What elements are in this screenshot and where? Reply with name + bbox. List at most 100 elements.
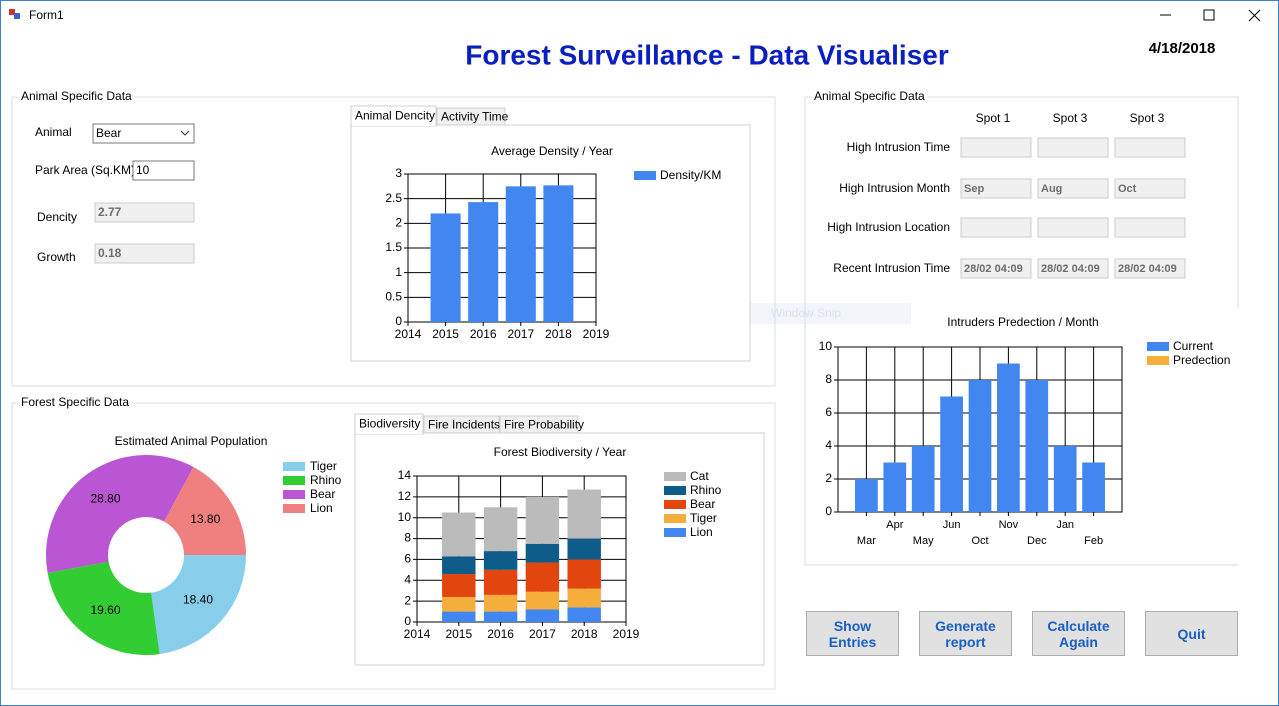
y-tick-label: 0.5 xyxy=(385,290,402,304)
column-header: Spot 1 xyxy=(976,111,1011,125)
text-box xyxy=(960,178,1032,199)
slice-label: 18.40 xyxy=(183,593,213,607)
x-tick-label: 2015 xyxy=(432,327,459,341)
button[interactable]: Quit xyxy=(1145,611,1238,656)
x-tick-label: 2017 xyxy=(507,327,534,341)
text-box xyxy=(960,258,1032,279)
bar xyxy=(1025,380,1049,512)
bar xyxy=(525,591,560,610)
tab-gap xyxy=(352,124,435,126)
bar xyxy=(883,462,907,512)
x-tick-label: Oct xyxy=(971,535,988,547)
cell-value: 28/02 04:09 xyxy=(1041,263,1100,275)
y-tick-label: 10 xyxy=(819,339,833,353)
field-value: Bear xyxy=(96,126,121,140)
tab-label: Animal Dencity xyxy=(355,109,435,123)
combo-box[interactable] xyxy=(92,123,195,144)
legend-swatch xyxy=(664,528,686,537)
pie-slice xyxy=(151,555,246,655)
close[interactable] xyxy=(1248,9,1261,22)
legend-swatch xyxy=(283,462,305,471)
legend-swatch xyxy=(664,500,686,509)
legend-swatch xyxy=(664,472,686,481)
x-tick-label: 2018 xyxy=(545,327,572,341)
tab-page xyxy=(354,432,765,666)
text-box xyxy=(1114,137,1186,158)
window-title: Form1 xyxy=(29,8,64,22)
column-header: Spot 3 xyxy=(1053,111,1088,125)
x-tick-label: 2016 xyxy=(470,327,497,341)
bar xyxy=(442,596,476,612)
text-box xyxy=(1037,137,1109,158)
pie-slice xyxy=(164,467,246,555)
x-tick-label: 2019 xyxy=(583,327,610,341)
bar xyxy=(483,551,518,570)
y-tick-label: 1 xyxy=(395,265,402,279)
button[interactable]: Show Entries xyxy=(806,611,899,656)
slice-label: 13.80 xyxy=(190,512,220,526)
y-tick-label: 0 xyxy=(395,314,402,328)
y-tick-label: 4 xyxy=(825,438,832,452)
y-tick-label: 0 xyxy=(404,614,411,628)
bar xyxy=(855,479,878,512)
x-tick-label: Mar xyxy=(857,535,876,547)
tab[interactable] xyxy=(436,107,506,126)
x-tick-label: 2018 xyxy=(571,627,598,641)
slice-label: 19.60 xyxy=(90,603,120,617)
plot-frame xyxy=(407,173,597,323)
y-tick-label: 12 xyxy=(398,489,412,503)
bar xyxy=(567,559,601,589)
bar xyxy=(525,496,560,544)
y-tick-label: 4 xyxy=(404,572,411,586)
tab[interactable] xyxy=(423,415,500,434)
y-tick-label: 14 xyxy=(398,468,412,482)
legend-label: Cat xyxy=(690,469,709,483)
chart-title: Estimated Animal Population xyxy=(115,434,268,448)
group-title: Animal Specific Data xyxy=(21,89,132,103)
legend-label: Tiger xyxy=(310,459,337,473)
maximize[interactable] xyxy=(1203,9,1215,21)
bar xyxy=(430,213,461,322)
bar xyxy=(483,507,518,552)
row-label: High Intrusion Time xyxy=(847,140,951,154)
x-tick-label: Feb xyxy=(1084,535,1103,547)
x-tick-label: 2014 xyxy=(404,627,431,641)
legend-label: Rhino xyxy=(690,483,722,497)
tab[interactable] xyxy=(499,415,579,434)
y-tick-label: 2 xyxy=(395,216,402,230)
text-box xyxy=(1114,258,1186,279)
bar xyxy=(483,611,518,622)
app-icon xyxy=(14,13,20,19)
bar xyxy=(1082,462,1105,512)
chart-title: Average Density / Year xyxy=(491,144,613,158)
bar xyxy=(525,543,560,563)
group-title: Forest Specific Data xyxy=(21,395,129,409)
snip-overlay xyxy=(739,303,911,324)
cell-value: Aug xyxy=(1041,183,1062,195)
text-box[interactable] xyxy=(132,160,195,181)
x-tick-label: 2019 xyxy=(613,627,640,641)
legend-label: Current xyxy=(1173,339,1214,353)
legend-label: Bear xyxy=(310,487,335,501)
pie-slice xyxy=(45,455,194,573)
button[interactable]: Calculate Again xyxy=(1032,611,1125,656)
x-tick-label: Jan xyxy=(1056,519,1074,531)
bar xyxy=(543,185,574,322)
legend-swatch xyxy=(1147,342,1169,351)
x-tick-label: 2015 xyxy=(445,627,472,641)
bar xyxy=(997,363,1020,512)
bar xyxy=(567,607,601,622)
y-tick-label: 2 xyxy=(825,471,832,485)
row-label: Recent Intrusion Time xyxy=(833,261,950,275)
tab-label: Fire Probability xyxy=(504,418,584,432)
bar xyxy=(468,202,499,322)
legend-swatch xyxy=(283,504,305,513)
bar xyxy=(442,574,476,597)
group-box xyxy=(804,96,1239,566)
field-value: 10 xyxy=(136,163,150,177)
pie-slice xyxy=(47,561,160,655)
bar xyxy=(525,562,560,592)
button[interactable]: Generate report xyxy=(919,611,1012,656)
bar xyxy=(940,396,963,512)
legend-label: Predection xyxy=(1173,353,1230,367)
